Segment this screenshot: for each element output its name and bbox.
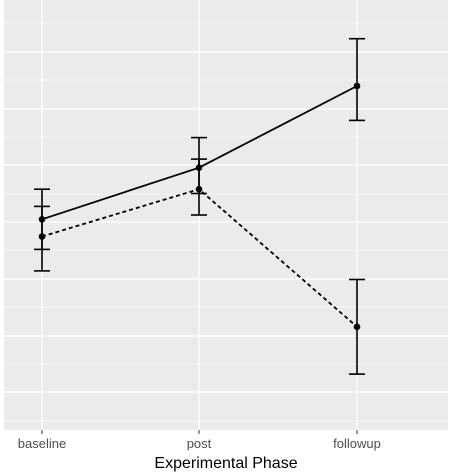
x-axis-title: Experimental Phase (154, 455, 297, 472)
data-point (195, 185, 203, 193)
data-point (38, 233, 46, 240)
data-point (353, 82, 361, 90)
series-group (34, 37, 365, 375)
data-point (353, 323, 361, 331)
x-tick-label: followup (333, 436, 381, 451)
x-tick-label: baseline (18, 436, 66, 451)
series-dashed (34, 158, 365, 375)
x-tick-label: post (187, 436, 212, 451)
plot-panel (4, 0, 448, 430)
x-axis: baseline post followup (18, 430, 381, 451)
